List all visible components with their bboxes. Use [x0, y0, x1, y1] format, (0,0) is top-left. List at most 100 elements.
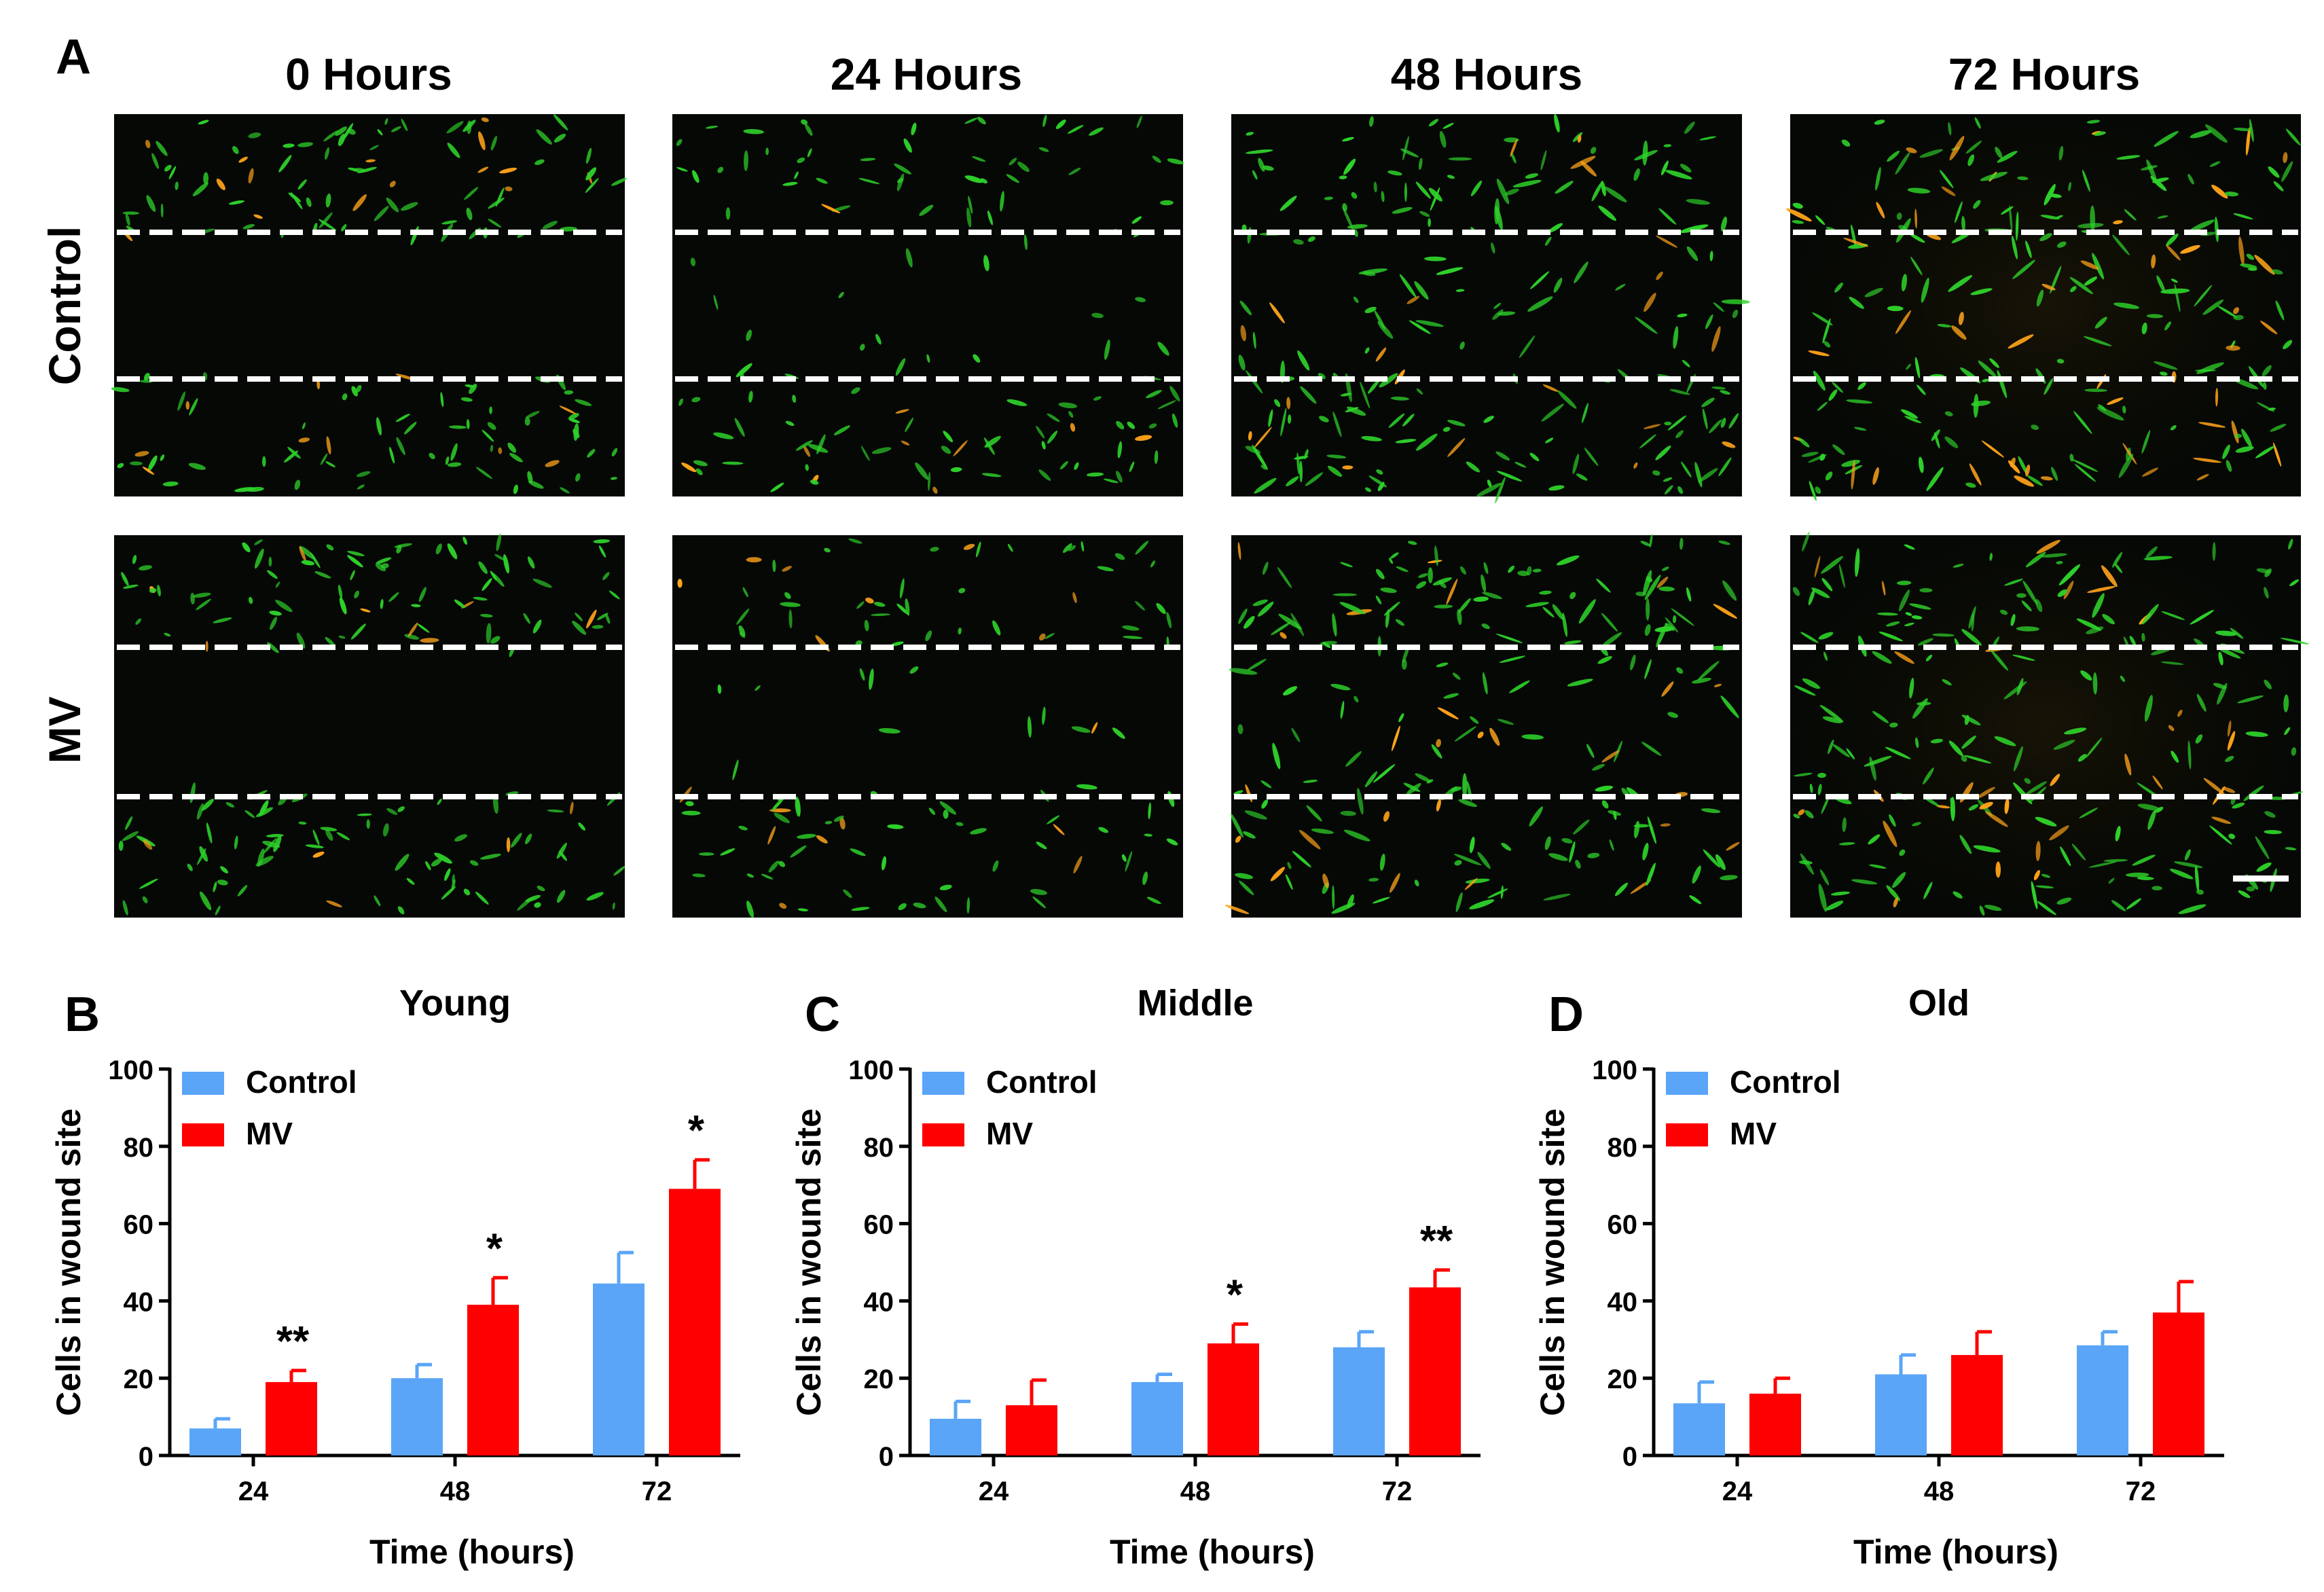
x-axis-label: Time (hours) [1853, 1533, 2058, 1571]
y-tick-label: 100 [848, 1055, 894, 1085]
column-title-0h: 0 Hours [285, 49, 452, 99]
legend-swatch-control [922, 1072, 964, 1095]
x-tick-label: 72 [1382, 1477, 1413, 1506]
column-title-72h: 72 Hours [1948, 49, 2140, 99]
legend-label-mv: MV [246, 1116, 293, 1151]
micrograph-control-48h [1231, 113, 1750, 504]
x-tick-label: 72 [642, 1477, 672, 1506]
y-tick-label: 80 [864, 1133, 894, 1163]
micrograph-mv-0h [114, 533, 625, 918]
x-tick-label: 72 [2126, 1477, 2156, 1506]
micrograph-tint [1790, 535, 2301, 918]
x-tick-label: 48 [1180, 1477, 1211, 1506]
micrograph-background [1231, 114, 1742, 496]
y-tick-label: 0 [1622, 1442, 1637, 1472]
y-tick-label: 60 [124, 1210, 154, 1240]
bar-mv-48 [1951, 1355, 2003, 1455]
legend-label-control: Control [246, 1064, 357, 1100]
legend-swatch-control [1666, 1072, 1708, 1095]
micrograph-background [672, 535, 1183, 918]
y-axis-label: Cells in wound site [1533, 1108, 1572, 1416]
chart-d: D Old 0 20 40 60 80 100 Cells in wound site Time … [1533, 983, 2224, 1571]
chart-title: Middle [1138, 983, 1254, 1024]
y-tick-label: 60 [864, 1210, 894, 1240]
x-tick-label: 48 [1924, 1477, 1955, 1506]
y-tick-label: 20 [1608, 1364, 1638, 1394]
y-tick-label: 40 [864, 1287, 894, 1317]
micrograph-background [114, 114, 625, 496]
y-tick-label: 20 [124, 1364, 154, 1394]
panel-letter: D [1548, 988, 1584, 1042]
significance-marker: * [1227, 1272, 1243, 1319]
cells [1224, 534, 1740, 914]
cells [111, 114, 627, 494]
y-tick-label: 20 [864, 1364, 894, 1394]
bar-control-48 [1131, 1381, 1183, 1455]
y-tick-label: 100 [1592, 1055, 1637, 1085]
legend-swatch-mv [922, 1123, 964, 1146]
x-tick-label: 24 [979, 1477, 1009, 1506]
x-axis-label: Time (hours) [1110, 1533, 1315, 1571]
bar-mv-72 [1409, 1287, 1461, 1455]
panel-a-letter: A [56, 30, 91, 84]
column-title-48h: 48 Hours [1391, 49, 1582, 99]
y-tick-label: 80 [1608, 1133, 1638, 1163]
legend-label-control: Control [1730, 1064, 1841, 1100]
chart-title: Old [1908, 983, 1969, 1024]
bar-mv-24 [1749, 1393, 1801, 1455]
y-tick-label: 0 [879, 1442, 894, 1472]
panel-letter: B [65, 988, 100, 1042]
x-tick-label: 48 [440, 1477, 471, 1506]
y-tick-label: 0 [139, 1442, 153, 1472]
chart-b: B Young 0 20 40 60 80 100 Cells in wound site Tim… [50, 983, 740, 1571]
bar-mv-48 [467, 1305, 519, 1455]
x-tick-label: 24 [1722, 1477, 1753, 1506]
panel-a: A 0 Hours 24 Hours 48 Hours 72 Hours Con… [39, 30, 2310, 918]
cells [677, 538, 1180, 918]
row-label-mv: MV [39, 697, 90, 764]
y-tick-label: 60 [1608, 1210, 1638, 1240]
bar-control-24 [189, 1428, 241, 1455]
scale-bar [2233, 875, 2289, 882]
micrograph-mv-48h [1224, 534, 1742, 918]
bar-control-24 [1673, 1403, 1725, 1455]
cells [1238, 113, 1750, 504]
micrograph-background [672, 114, 1183, 496]
bar-charts: B Young 0 20 40 60 80 100 Cells in wound site Tim… [50, 983, 2224, 1571]
micrograph-background [114, 535, 625, 918]
cells [676, 115, 1184, 494]
bar-mv-24 [1006, 1405, 1057, 1455]
legend-swatch-mv [1666, 1123, 1708, 1146]
cells [1786, 117, 2301, 501]
y-tick-label: 40 [1608, 1287, 1638, 1317]
legend-label-control: Control [986, 1064, 1097, 1100]
micrograph-grid [111, 113, 2310, 918]
y-axis-label: Cells in wound site [790, 1108, 828, 1416]
panel-letter: C [805, 988, 840, 1042]
x-axis-label: Time (hours) [369, 1533, 575, 1571]
bar-control-72 [2077, 1345, 2128, 1455]
x-tick-label: 24 [238, 1477, 269, 1506]
micrograph-tint [1790, 114, 2301, 496]
chart-title: Young [399, 983, 511, 1024]
bar-control-48 [1875, 1374, 1927, 1455]
y-tick-label: 100 [108, 1055, 153, 1085]
row-label-control: Control [39, 226, 90, 386]
legend-swatch-control [182, 1072, 224, 1095]
significance-marker: * [688, 1108, 705, 1155]
bar-control-72 [593, 1283, 644, 1455]
micrograph-control-72h [1786, 114, 2301, 501]
significance-marker: * [486, 1225, 503, 1272]
legend-label-mv: MV [1730, 1116, 1777, 1151]
legend-swatch-mv [182, 1123, 224, 1146]
y-tick-label: 80 [124, 1133, 154, 1163]
bar-mv-72 [669, 1189, 721, 1455]
micrograph-mv-72h [1790, 531, 2310, 918]
bar-mv-72 [2153, 1312, 2204, 1455]
significance-marker: ** [276, 1318, 310, 1365]
bar-control-48 [391, 1378, 443, 1455]
micrograph-mv-24h [672, 535, 1183, 918]
legend-label-mv: MV [986, 1116, 1033, 1151]
y-axis-label: Cells in wound site [50, 1108, 88, 1416]
